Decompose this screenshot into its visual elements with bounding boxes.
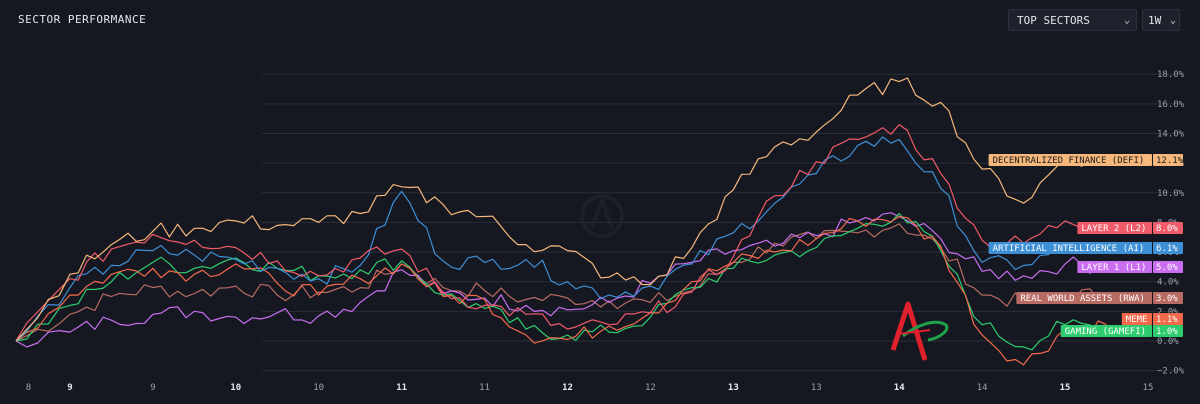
chevron-down-icon: ⌄ [1123,14,1131,26]
series-lines [15,77,1107,366]
end-label-value: 1.1% [1156,315,1178,325]
series-line-layer-1-l1- [15,212,1107,348]
x-axis-ticks: 8 9 9 10 10 11 11 12 12 13 13 14 14 15 15 [26,383,1154,393]
end-label-value: 12.1% [1156,156,1184,166]
series-line-meme [15,215,1107,366]
end-label-name: LAYER 1 (L1) [1081,263,1146,273]
series-line-real-world-assets-rwa- [15,223,1107,342]
x-tick-label: 10 [230,383,241,393]
end-label-value-bg [1153,292,1183,304]
y-tick-label: 2.0% [1157,307,1179,317]
end-label-name-bg [988,154,1152,166]
end-label-value: 3.0% [1156,294,1178,304]
series-line-gaming-gamefi- [15,212,1107,351]
series-line-artificial-intelligence-ai- [15,136,1107,342]
end-label-name: ARTIFICIAL INTELLIGENCE (AI) [993,244,1145,254]
end-label-group: LAYER 2 (L2) 8.0% [1077,222,1183,234]
end-label-group: MEME 1.1% [1121,313,1183,325]
series-line-layer-2-l2- [15,124,1107,342]
y-tick-label: 18.0% [1157,70,1185,80]
end-label-value-bg [1153,313,1183,325]
x-tick-label: 12 [645,383,656,393]
end-label-group: DECENTRALIZED FINANCE (DEFI) 12.1% [988,154,1184,166]
x-tick-label: 14 [977,383,988,393]
end-label-name-bg [1016,292,1152,304]
end-label-name: LAYER 2 (L2) [1081,224,1146,234]
red-a-logo [890,301,949,361]
page-title: SECTOR PERFORMANCE [18,13,147,26]
end-label-value: 1.0% [1156,327,1178,337]
x-tick-label: 15 [1060,383,1071,393]
y-tick-label: 16.0% [1157,100,1185,110]
x-tick-label: 13 [811,383,822,393]
end-label-name-bg [988,242,1152,254]
y-tick-label: 4.0% [1157,278,1179,288]
end-label-value-bg [1153,242,1183,254]
end-label-group: GAMING (GAMEFI) 1.0% [1060,325,1183,337]
end-label-name-bg [1121,313,1152,325]
x-tick-label: 15 [1143,383,1154,393]
x-tick-label: 14 [894,383,905,393]
end-label-name-bg [1077,261,1152,273]
y-tick-label: −2.0% [1157,367,1185,377]
time-range-select[interactable]: 1W ⌄ [1142,9,1180,31]
end-label-value-bg [1153,154,1183,166]
x-tick-label: 12 [562,383,573,393]
end-label-group: LAYER 1 (L1) 5.0% [1077,261,1183,273]
x-tick-label: 9 [67,383,72,393]
end-label-name: REAL WORLD ASSETS (RWA) [1020,294,1145,304]
series-line-decentralized-finance-defi- [15,77,1107,342]
y-tick-label: 14.0% [1157,130,1185,140]
x-tick-label: 9 [150,383,155,393]
logo-watermark [580,194,624,238]
end-label-name-bg [1077,222,1152,234]
end-label-value: 8.0% [1156,224,1178,234]
x-tick-label: 11 [396,383,407,393]
x-tick-label: 11 [479,383,490,393]
time-range-label: 1W [1148,13,1162,27]
end-label-name: DECENTRALIZED FINANCE (DEFI) [993,156,1145,166]
x-tick-label: 10 [313,383,324,393]
y-tick-label: 10.0% [1157,189,1185,199]
end-label-value-bg [1153,222,1183,234]
end-label-name: GAMING (GAMEFI) [1065,327,1146,337]
end-label-value-bg [1153,325,1183,337]
sector-select-label: TOP SECTORS [1017,13,1090,27]
end-label-name-bg [1060,325,1152,337]
end-label-value-bg [1153,261,1183,273]
end-label-group: REAL WORLD ASSETS (RWA) 3.0% [1016,292,1183,304]
end-label-value: 5.0% [1156,263,1178,273]
chart-grid [262,73,1176,372]
x-tick-label: 8 [26,383,31,393]
sector-select[interactable]: TOP SECTORS ⌄ [1008,9,1137,31]
chevron-down-icon: ⌄ [1169,14,1177,26]
end-label-value: 6.1% [1156,244,1178,254]
end-label-group: ARTIFICIAL INTELLIGENCE (AI) 6.1% [988,242,1183,254]
series-end-labels: DECENTRALIZED FINANCE (DEFI) 12.1% LAYER 2… [988,154,1184,337]
x-tick-label: 13 [728,383,739,393]
end-label-name: MEME [1126,315,1148,325]
y-tick-label: 0.0% [1157,337,1179,347]
